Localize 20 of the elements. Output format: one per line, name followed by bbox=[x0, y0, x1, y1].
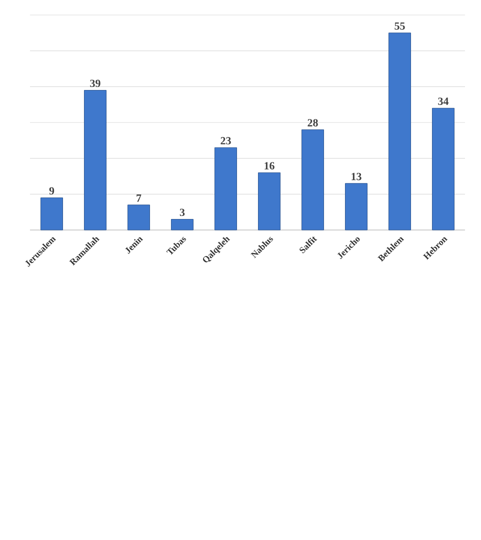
bar bbox=[84, 90, 106, 230]
bar bbox=[432, 108, 454, 230]
bar bbox=[128, 204, 150, 230]
bar bbox=[214, 147, 237, 230]
data-label: 34 bbox=[438, 98, 449, 105]
data-label: 7 bbox=[136, 194, 142, 202]
bar bbox=[388, 32, 411, 230]
data-label: 9 bbox=[49, 187, 54, 195]
data-label: 39 bbox=[90, 80, 100, 88]
bar bbox=[258, 172, 280, 230]
bar bbox=[171, 218, 194, 230]
bar bbox=[302, 129, 324, 230]
data-label: 13 bbox=[352, 172, 362, 180]
data-label: 3 bbox=[180, 208, 185, 216]
bar bbox=[40, 197, 63, 230]
bar bbox=[345, 183, 368, 230]
data-label: 23 bbox=[220, 137, 231, 144]
data-label: 28 bbox=[308, 119, 318, 126]
data-label: 16 bbox=[264, 162, 274, 170]
data-label: 55 bbox=[394, 22, 405, 30]
